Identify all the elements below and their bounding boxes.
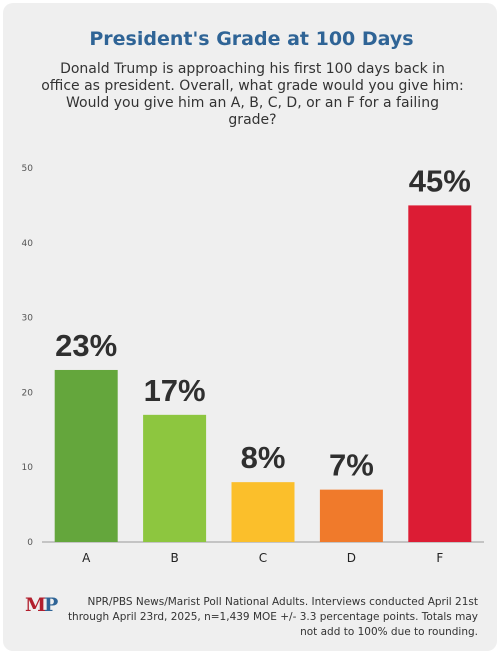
logo-m: M — [25, 594, 46, 616]
source-footnote: NPR/PBS News/Marist Poll National Adults… — [67, 596, 478, 638]
x-tick-label: B — [170, 551, 178, 565]
data-label: 7% — [329, 448, 374, 483]
bar-b — [143, 414, 207, 542]
y-tick-label: 20 — [22, 388, 34, 398]
bar-f — [408, 205, 472, 542]
data-label: 45% — [409, 163, 471, 198]
data-label: 23% — [55, 328, 117, 363]
logo-p: P — [44, 594, 58, 616]
y-tick-label: 50 — [22, 164, 34, 174]
y-tick-label: 40 — [22, 239, 34, 249]
chart-title: President's Grade at 100 Days — [89, 28, 414, 50]
bar-a — [54, 369, 118, 542]
x-tick-label: C — [259, 551, 267, 565]
bar-c — [231, 482, 295, 542]
x-tick-label: F — [436, 551, 443, 565]
data-label: 8% — [241, 440, 286, 475]
x-tick-label: A — [82, 551, 91, 565]
bar-d — [319, 489, 383, 542]
y-tick-label: 10 — [22, 463, 34, 473]
x-tick-label: D — [347, 551, 356, 565]
data-label: 17% — [144, 373, 206, 408]
chart-subtitle: Donald Trump is approaching his first 10… — [41, 61, 464, 128]
y-tick-label: 30 — [22, 314, 34, 324]
marist-poll-logo: MP — [25, 594, 58, 616]
y-tick-label: 0 — [27, 538, 33, 548]
